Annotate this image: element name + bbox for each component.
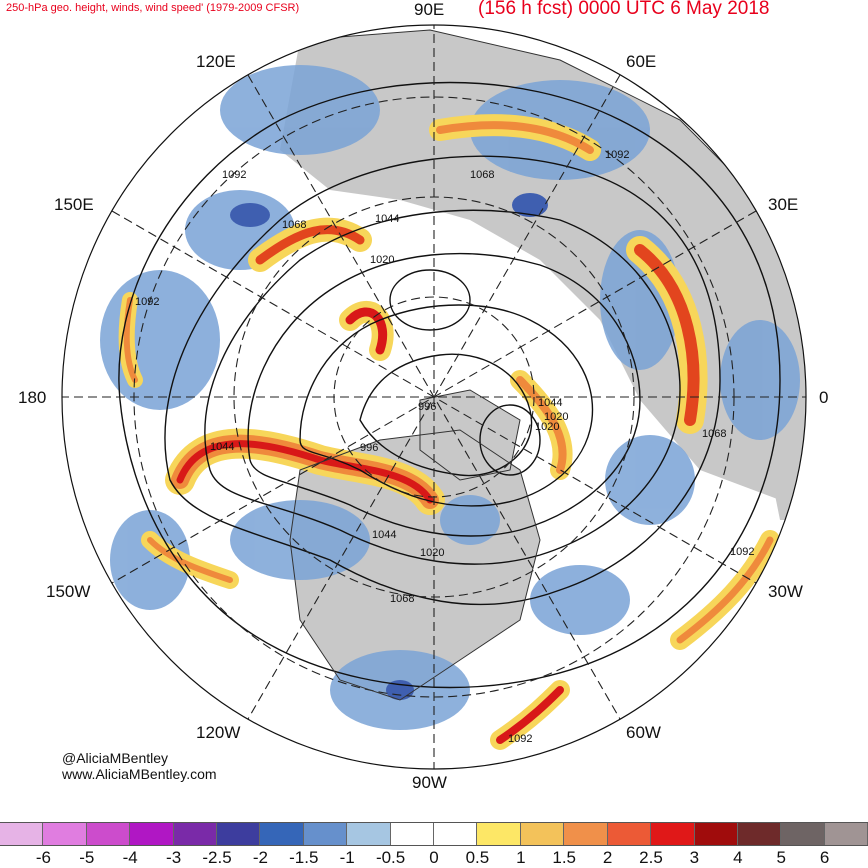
lon-label-150e: 150E <box>54 195 94 214</box>
contour-label: 1020 <box>535 421 559 433</box>
colorbar-tick-label: -1.5 <box>289 848 319 867</box>
contour-label: 1068 <box>470 169 494 181</box>
lon-label-30w: 30W <box>768 582 803 601</box>
colorbar-swatch <box>173 823 218 845</box>
colorbar-tick-label: -6 <box>35 848 51 867</box>
colorbar-swatch <box>607 823 652 845</box>
contour-label: 1020 <box>420 547 444 559</box>
colorbar-tick-label: -4 <box>122 848 138 867</box>
colorbar-tick-label: 1 <box>516 848 526 867</box>
colorbar-swatch <box>390 823 435 845</box>
land-greenland <box>420 390 520 480</box>
colorbar-swatch <box>0 823 44 845</box>
website-credit: www.AliciaMBentley.com <box>62 766 217 782</box>
contour-label: 1044 <box>210 441 234 453</box>
colorbar-swatch <box>824 823 868 845</box>
contour-label: 1068 <box>390 593 414 605</box>
land-eurasia <box>280 30 806 500</box>
contour-label: 1068 <box>282 219 306 231</box>
map-border <box>61 24 807 770</box>
contour-label: 1092 <box>730 546 754 558</box>
contour-label: 1092 <box>222 169 246 181</box>
colorbar-tick-label: 2 <box>602 848 613 867</box>
colorbar-swatch <box>43 823 87 845</box>
colorbar-tick-label: -2.5 <box>202 848 232 867</box>
colorbar-ticks: -6 -5 -4 -3 -2.5 -2 -1.5 -1 -0.5 0 0.5 1 1.5 2 2.5 3 4 5 6 <box>0 848 868 867</box>
lon-label-0: 0 <box>819 388 829 407</box>
colorbar-tick-label: 4 <box>733 848 743 867</box>
polar-map: 1092 1092 1092 1092 1092 1068 1068 1068 … <box>61 24 807 770</box>
colorbar-tick-label: 1.5 <box>552 848 577 867</box>
colorbar-tick-label: 2.5 <box>639 848 663 867</box>
colorbar-swatch <box>217 823 261 845</box>
colorbar-tick-label: -3 <box>166 848 182 867</box>
contour-value-labels: 1092 1092 1092 1092 1092 1068 1068 1068 … <box>135 149 754 745</box>
colorbar-tick-label: -2 <box>252 848 268 867</box>
contour-label: 1068 <box>702 428 726 440</box>
contour-label: 996 <box>360 442 378 454</box>
colorbar-swatch <box>564 823 608 845</box>
contour-label: 1092 <box>508 733 532 745</box>
lon-label-180: 180 <box>18 388 47 407</box>
contour-label: 1044 <box>372 529 396 541</box>
contour-label: 996 <box>418 401 436 413</box>
twitter-handle: @AliciaMBentley <box>62 750 169 766</box>
colorbar-swatch <box>651 823 695 845</box>
colorbar-tick-label: 3 <box>689 848 700 867</box>
lon-label-60e: 60E <box>626 52 657 71</box>
contour-label: 1044 <box>538 397 562 409</box>
colorbar-tick-label: 0 <box>429 848 439 867</box>
contour-label: 1044 <box>375 213 399 225</box>
contour-label: 1020 <box>370 254 394 266</box>
colorbar-swatch <box>130 823 174 845</box>
colorbar-tick-label: -0.5 <box>375 848 406 867</box>
colorbar-tick-label: -1 <box>339 848 355 867</box>
forecast-valid-time: (156 h fcst) 0000 UTC 6 May 2018 <box>478 0 770 19</box>
colorbar-swatch <box>781 823 825 845</box>
lon-label-120w: 120W <box>196 723 241 742</box>
colorbar-swatch <box>434 823 478 845</box>
lon-label-60w: 60W <box>626 723 661 742</box>
colorbar-swatch <box>303 823 348 845</box>
colorbar <box>0 822 868 846</box>
contour-label: 1092 <box>135 296 159 308</box>
lon-label-150w: 150W <box>46 582 91 601</box>
colorbar-swatch <box>86 823 131 845</box>
colorbar-swatch <box>477 823 521 845</box>
colorbar-tick-label: 0.5 <box>465 848 490 867</box>
lon-label-120e: 120E <box>196 52 236 71</box>
lon-label-90w: 90W <box>412 773 447 792</box>
height-contours <box>118 81 781 689</box>
colorbar-swatch <box>520 823 565 845</box>
lon-label-30e: 30E <box>768 195 799 214</box>
colorbar-swatch <box>694 823 738 845</box>
colorbar-tick-label: 6 <box>819 848 830 867</box>
colorbar-tick-label: 5 <box>776 848 786 867</box>
colorbar-swatch <box>347 823 391 845</box>
lon-label-90e: 90E <box>414 0 445 19</box>
contour-label: 1020 <box>544 411 568 423</box>
colorbar-swatch <box>737 823 782 845</box>
colorbar-swatch <box>260 823 304 845</box>
contour-label: 1092 <box>605 149 629 161</box>
map-disk <box>62 25 806 769</box>
map-title: 250-hPa geo. height, winds, wind speed' … <box>6 2 300 14</box>
colorbar-tick-label: -5 <box>79 848 95 867</box>
